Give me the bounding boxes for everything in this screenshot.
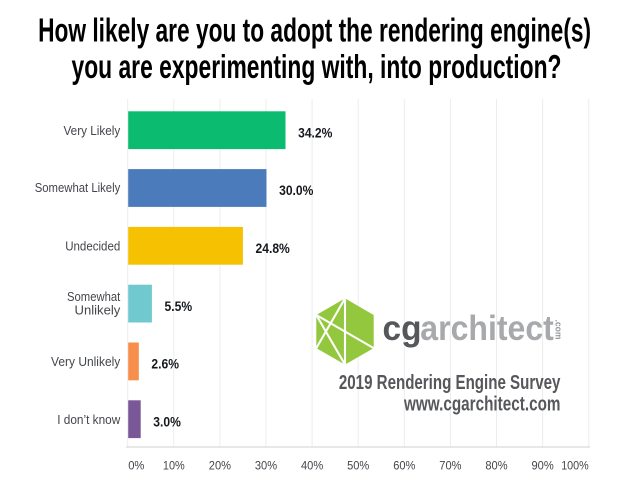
- svg-text:I don’t know: I don’t know: [57, 412, 121, 427]
- svg-text:90%: 90%: [532, 459, 554, 473]
- svg-text:Somewhat: Somewhat: [67, 289, 121, 304]
- svg-text:60%: 60%: [393, 459, 415, 473]
- svg-text:24.8%: 24.8%: [256, 240, 291, 256]
- svg-text:50%: 50%: [347, 459, 369, 473]
- svg-text:0%: 0%: [128, 459, 144, 473]
- svg-text:you are experimenting with, in: you are experimenting with, into product…: [72, 48, 562, 85]
- svg-text:architect: architect: [420, 309, 554, 348]
- svg-text:Very Likely: Very Likely: [64, 123, 121, 138]
- svg-text:30%: 30%: [255, 459, 277, 473]
- svg-text:Somewhat Likely: Somewhat Likely: [35, 180, 121, 195]
- svg-text:70%: 70%: [439, 459, 461, 473]
- svg-text:2019 Rendering Engine Survey: 2019 Rendering Engine Survey: [339, 372, 561, 394]
- svg-text:80%: 80%: [485, 459, 507, 473]
- svg-text:Unlikely: Unlikely: [75, 302, 121, 317]
- svg-text:cg: cg: [383, 309, 422, 348]
- svg-text:20%: 20%: [209, 459, 231, 473]
- svg-text:2.6%: 2.6%: [151, 356, 179, 372]
- svg-text:40%: 40%: [301, 459, 323, 473]
- svg-text:www.cgarchitect.com: www.cgarchitect.com: [403, 394, 560, 416]
- svg-text:Very Unlikely: Very Unlikely: [51, 354, 121, 369]
- svg-text:100%: 100%: [561, 459, 589, 473]
- svg-text:30.0%: 30.0%: [279, 182, 314, 198]
- svg-text:5.5%: 5.5%: [165, 298, 193, 314]
- svg-text:How likely are you to adopt th: How likely are you to adopt the renderin…: [38, 12, 591, 49]
- svg-text:34.2%: 34.2%: [298, 124, 333, 140]
- svg-text:.com: .com: [553, 320, 564, 340]
- svg-text:Undecided: Undecided: [65, 239, 120, 254]
- svg-text:10%: 10%: [163, 459, 185, 473]
- svg-text:3.0%: 3.0%: [153, 413, 181, 429]
